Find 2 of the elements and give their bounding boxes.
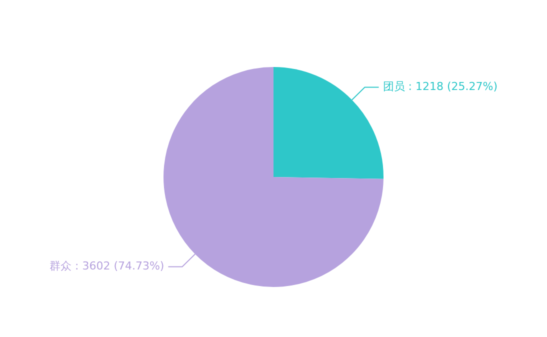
- slice-label: 团员 : 1218 (25.27%): [382, 80, 498, 94]
- slice-label: 群众 : 3602 (74.73%): [50, 260, 164, 273]
